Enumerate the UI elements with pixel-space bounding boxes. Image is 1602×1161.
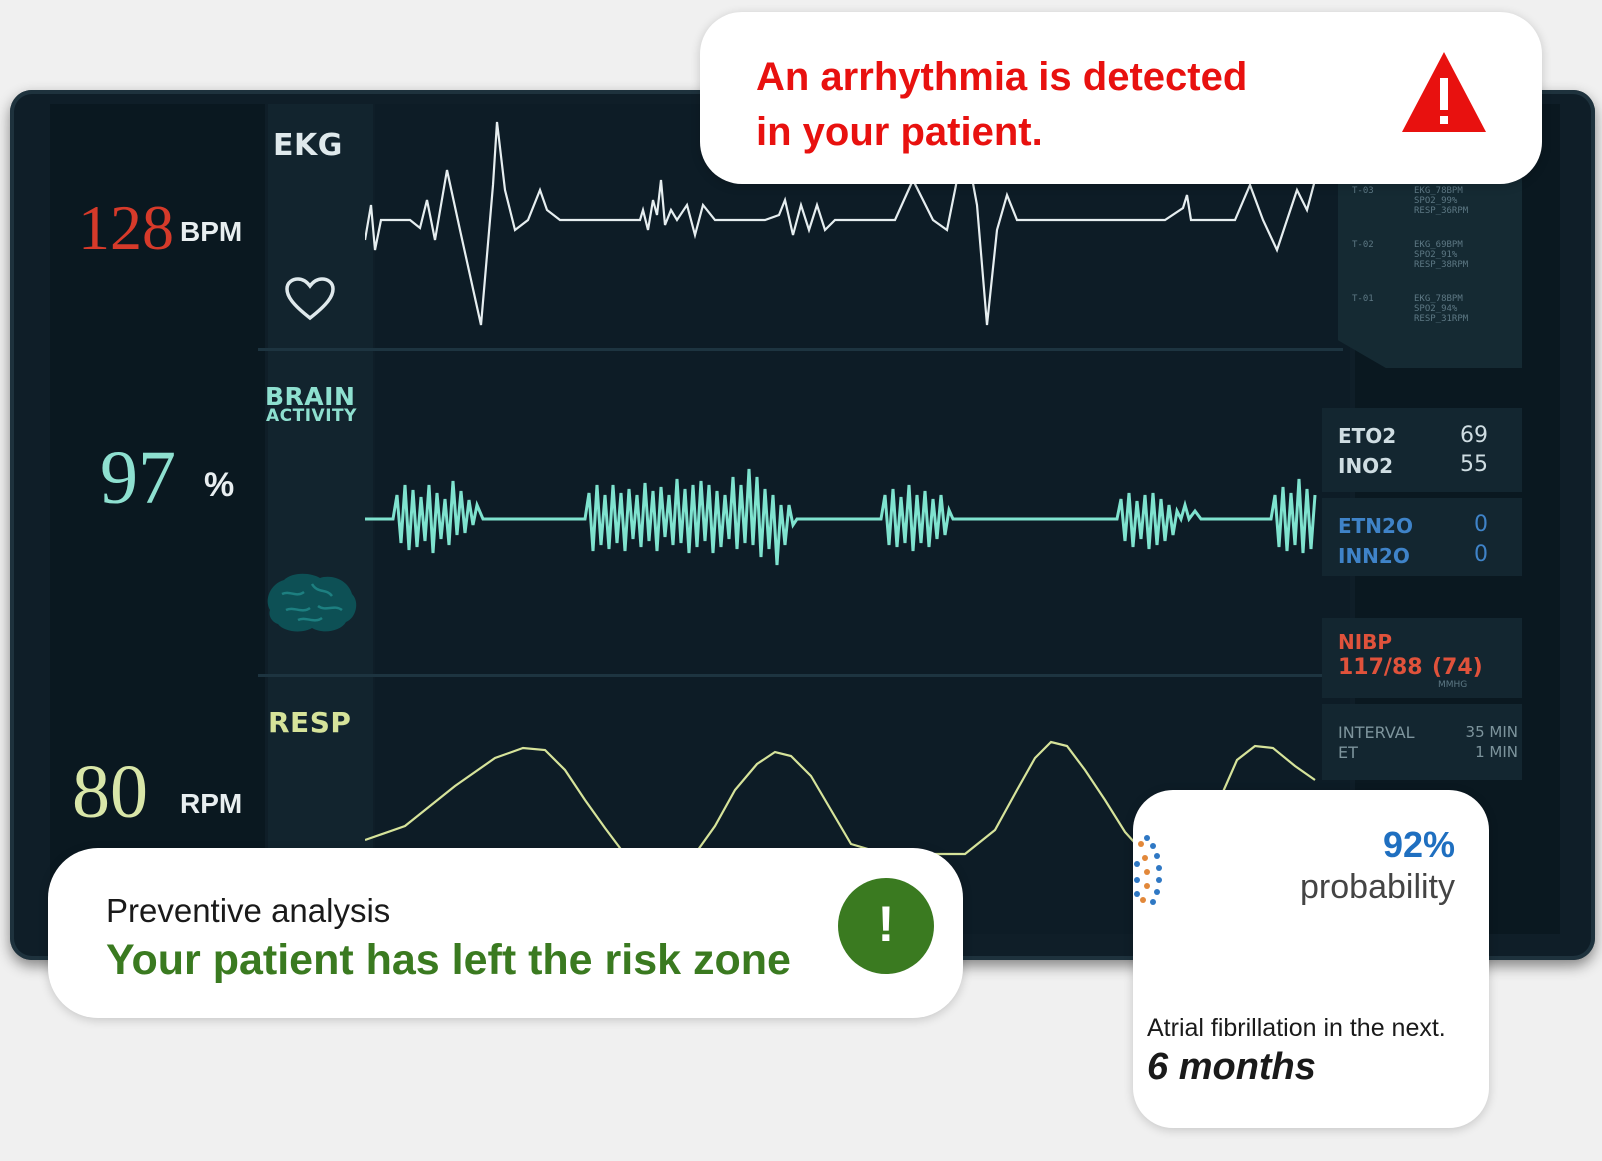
ekg-waveform (365, 121, 1317, 326)
inn2o-value: 0 (1474, 542, 1488, 567)
exclamation-circle-icon: ! (838, 878, 934, 974)
log-entry: T-03 EKG_78BPM SPO2_99% RESP_36RPM (1352, 186, 1522, 240)
divider (258, 674, 1343, 677)
log-line: RESP_31RPM (1414, 314, 1469, 324)
log-entry: T-01 EKG_78BPM SPO2_94% RESP_31RPM (1352, 294, 1522, 348)
preventive-message: Your patient has left the risk zone (106, 936, 791, 984)
log-line: SPO2_91% (1414, 250, 1458, 260)
heart-icon (284, 276, 336, 322)
alert-line: An arrhythmia is detected (756, 55, 1248, 99)
heart-rate-unit: BPM (180, 216, 243, 247)
log-line: SPO2_94% (1414, 304, 1458, 314)
waveform-label-column (268, 104, 373, 934)
log-line: EKG_78BPM (1414, 186, 1463, 196)
log-time: T-01 (1352, 294, 1374, 304)
o2-gas-block (1322, 408, 1522, 492)
brain-icon (262, 570, 360, 636)
prediction-card[interactable]: 92% probability Atrial fibrillation in t… (1133, 790, 1489, 1128)
alert-line: in your patient. (756, 110, 1043, 154)
condition-text: Atrial fibrillation in the next. (1147, 1014, 1446, 1042)
resp-rate-value: 80 (72, 750, 148, 834)
n2o-gas-block (1322, 498, 1522, 576)
ekg-label: EKG (273, 128, 343, 163)
brain-waveform (365, 468, 1317, 566)
preventive-analysis-card[interactable]: Preventive analysis Your patient has lef… (48, 848, 963, 1018)
vitals-column (50, 104, 265, 934)
preventive-heading: Preventive analysis (106, 892, 391, 929)
spo2-value: 97 (100, 436, 176, 520)
et-value: 1 MIN (1475, 743, 1518, 761)
interval-value: 35 MIN (1465, 723, 1518, 741)
etn2o-value: 0 (1474, 512, 1488, 537)
log-entry: T-02 EKG_69BPM SPO2_91% RESP_38RPM (1352, 240, 1522, 294)
resp-rate-unit: RPM (180, 788, 243, 819)
eto2-value: 69 (1460, 423, 1488, 448)
brain-label: BRAIN (265, 382, 356, 411)
log-line: EKG_78BPM (1414, 294, 1463, 304)
log-line: SPO2_99% (1414, 196, 1458, 206)
period-text: 6 months (1147, 1046, 1316, 1088)
log-line: RESP_38RPM (1414, 260, 1469, 270)
log-line: RESP_36RPM (1414, 206, 1469, 216)
history-log-entries: T-03 EKG_78BPM SPO2_99% RESP_36RPM T-02 … (1352, 186, 1522, 348)
dot-cluster-icon (1133, 830, 1163, 920)
log-time: T-02 (1352, 240, 1374, 250)
nibp-label: NIBP (1338, 630, 1393, 654)
spo2-unit: % (204, 466, 235, 504)
interval-block (1322, 704, 1522, 780)
resp-label: RESP (268, 706, 352, 739)
nibp-unit: MMHG (1438, 680, 1468, 690)
arrhythmia-alert-card[interactable]: An arrhythmia is detected in your patien… (700, 12, 1542, 184)
ino2-label: INO2 (1338, 454, 1394, 478)
arrhythmia-alert-text: An arrhythmia is detected in your patien… (756, 50, 1247, 160)
probability-value: 92% (1382, 824, 1455, 865)
et-label: ET (1338, 743, 1358, 762)
warning-triangle-icon (1400, 50, 1488, 134)
interval-label: INTERVAL (1338, 723, 1415, 742)
history-log (1338, 170, 1522, 368)
inn2o-label: INN2O (1338, 544, 1410, 568)
heart-rate-value: 128 (78, 192, 174, 263)
brain-sub-label: ACTIVITY (266, 406, 357, 426)
nibp-block (1322, 618, 1522, 698)
eto2-label: ETO2 (1338, 424, 1397, 448)
etn2o-label: ETN2O (1338, 514, 1413, 538)
log-time: T-03 (1352, 186, 1374, 196)
log-line: EKG_69BPM (1414, 240, 1463, 250)
divider (258, 348, 1343, 351)
probability-label: probability (1300, 868, 1455, 906)
ino2-value: 55 (1460, 452, 1488, 477)
nibp-value: 117/88 (1338, 655, 1423, 680)
nibp-mean: (74) (1432, 655, 1483, 680)
